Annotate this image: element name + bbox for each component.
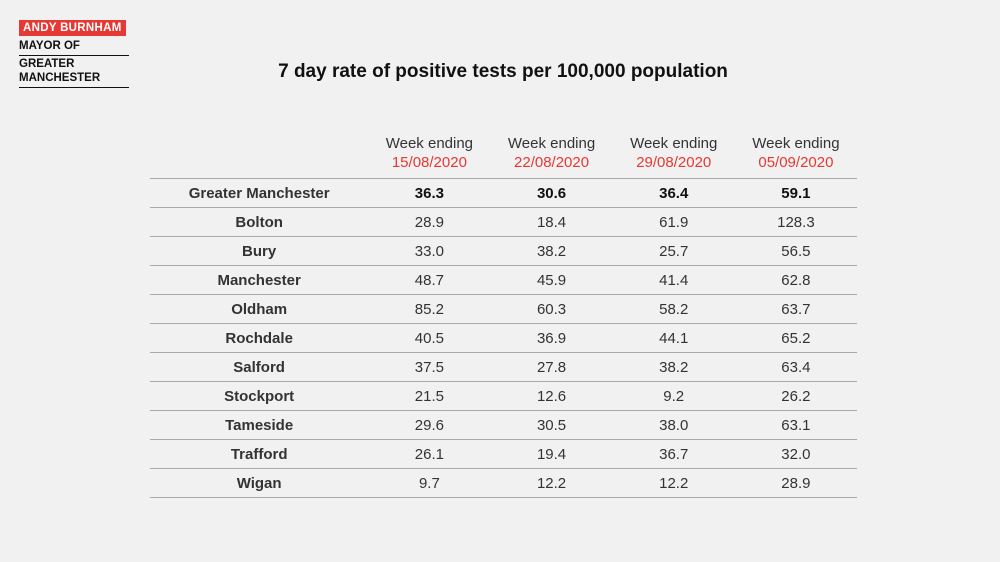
column-header: Week ending 15/08/2020 [368, 134, 490, 179]
table-header-row: Week ending 15/08/2020 Week ending 22/08… [150, 134, 857, 179]
logo-divider [19, 87, 129, 88]
rate-value: 33.0 [368, 236, 491, 266]
rate-value: 19.4 [490, 439, 613, 469]
rate-value: 62.8 [734, 265, 857, 295]
rate-value: 30.6 [490, 178, 613, 208]
rate-value: 36.7 [612, 439, 735, 469]
rate-value: 29.6 [368, 410, 491, 440]
column-header-date: 05/09/2020 [758, 154, 834, 171]
table-row: Greater Manchester 36.3 30.6 36.4 59.1 [150, 178, 857, 208]
region-name: Oldham [150, 294, 369, 324]
logo-line-1: MAYOR OF [19, 40, 80, 52]
rate-value: 26.2 [734, 381, 857, 411]
region-name: Rochdale [150, 323, 369, 353]
rate-value: 36.9 [490, 323, 613, 353]
column-header-label: Week ending [507, 135, 596, 152]
column-header-date: 15/08/2020 [391, 154, 467, 171]
rate-value: 48.7 [368, 265, 491, 295]
rate-value: 36.3 [368, 178, 491, 208]
column-header-date: 22/08/2020 [514, 154, 590, 171]
table-row: Wigan 9.7 12.2 12.2 28.9 [150, 468, 857, 498]
table-row: Salford 37.5 27.8 38.2 63.4 [150, 352, 857, 382]
rate-value: 61.9 [612, 207, 735, 237]
rate-value: 28.9 [368, 207, 491, 237]
rate-value: 30.5 [490, 410, 613, 440]
rate-value: 38.0 [612, 410, 735, 440]
rate-value: 36.4 [612, 178, 735, 208]
rate-value: 59.1 [734, 178, 857, 208]
column-header-label: Week ending [752, 135, 840, 152]
region-name: Manchester [150, 265, 369, 295]
rate-value: 63.1 [734, 410, 857, 440]
logo: ANDY BURNHAM MAYOR OF GREATER MANCHESTER [19, 18, 129, 89]
rate-value: 25.7 [612, 236, 735, 266]
rate-value: 128.3 [734, 207, 857, 237]
column-header: Week ending 05/09/2020 [735, 134, 857, 179]
rate-value: 60.3 [490, 294, 613, 324]
table-row: Oldham 85.2 60.3 58.2 63.7 [150, 294, 857, 324]
rate-value: 63.7 [734, 294, 857, 324]
rate-value: 85.2 [368, 294, 491, 324]
region-name: Wigan [150, 468, 369, 498]
region-name: Trafford [150, 439, 369, 469]
rate-value: 21.5 [368, 381, 491, 411]
table-row: Trafford 26.1 19.4 36.7 32.0 [150, 439, 857, 469]
rate-value: 45.9 [490, 265, 613, 295]
logo-divider [19, 55, 129, 56]
region-name: Tameside [150, 410, 369, 440]
header-region [150, 134, 368, 179]
region-name: Bury [150, 236, 369, 266]
rate-value: 32.0 [734, 439, 857, 469]
region-name: Bolton [150, 207, 369, 237]
column-header-date: 29/08/2020 [636, 154, 712, 171]
rate-value: 9.7 [368, 468, 491, 498]
region-name: Salford [150, 352, 369, 382]
page-title: 7 day rate of positive tests per 100,000… [278, 61, 728, 82]
rate-value: 44.1 [612, 323, 735, 353]
table-row: Bury 33.0 38.2 25.7 56.5 [150, 236, 857, 266]
logo-line-2: GREATER [19, 58, 75, 70]
rate-value: 28.9 [734, 468, 857, 498]
rate-value: 27.8 [490, 352, 613, 382]
rate-value: 18.4 [490, 207, 613, 237]
region-name: Stockport [150, 381, 369, 411]
logo-name: ANDY BURNHAM [19, 20, 126, 36]
rate-value: 12.6 [490, 381, 613, 411]
rate-value: 63.4 [734, 352, 857, 382]
table-row: Manchester 48.7 45.9 41.4 62.8 [150, 265, 857, 295]
rate-value: 58.2 [612, 294, 735, 324]
rate-value: 40.5 [368, 323, 491, 353]
column-header: Week ending 22/08/2020 [490, 134, 612, 179]
rate-value: 41.4 [612, 265, 735, 295]
rate-value: 65.2 [734, 323, 857, 353]
table-row: Rochdale 40.5 36.9 44.1 65.2 [150, 323, 857, 353]
column-header-label: Week ending [385, 135, 474, 152]
table-row: Tameside 29.6 30.5 38.0 63.1 [150, 410, 857, 440]
rate-value: 38.2 [490, 236, 613, 266]
logo-line-3: MANCHESTER [19, 72, 101, 84]
rate-value: 9.2 [612, 381, 735, 411]
column-header-label: Week ending [630, 135, 718, 152]
rates-table: Week ending 15/08/2020 Week ending 22/08… [150, 134, 857, 498]
region-name: Greater Manchester [150, 178, 369, 208]
rate-value: 26.1 [368, 439, 491, 469]
table-row: Stockport 21.5 12.6 9.2 26.2 [150, 381, 857, 411]
rate-value: 38.2 [612, 352, 735, 382]
rate-value: 37.5 [368, 352, 491, 382]
rate-value: 12.2 [612, 468, 735, 498]
table-row: Bolton 28.9 18.4 61.9 128.3 [150, 207, 857, 237]
column-header: Week ending 29/08/2020 [613, 134, 735, 179]
rate-value: 56.5 [734, 236, 857, 266]
rate-value: 12.2 [490, 468, 613, 498]
